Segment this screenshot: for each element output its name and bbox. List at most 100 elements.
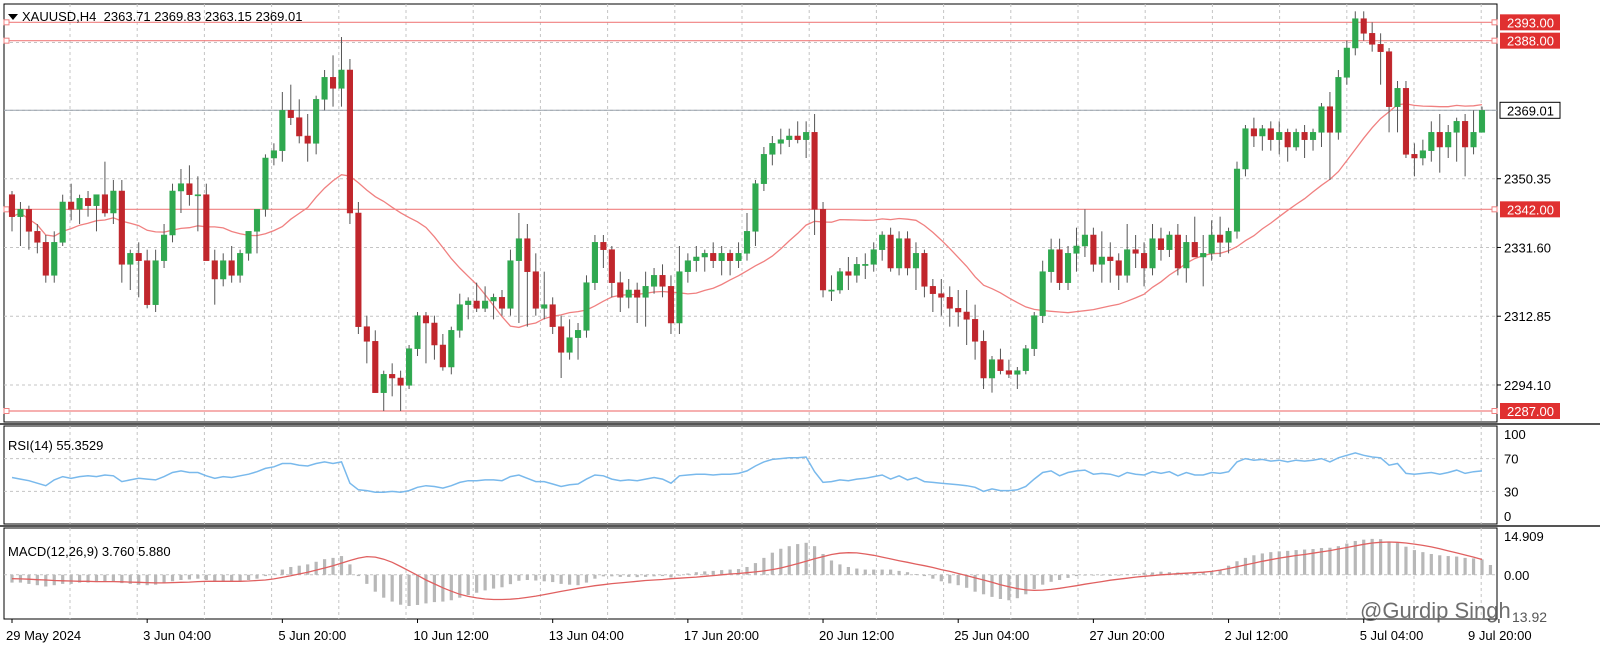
macd-bar <box>1226 565 1231 575</box>
candle-body <box>735 253 742 261</box>
macd-bar <box>745 566 749 575</box>
macd-bar <box>449 574 453 601</box>
time-axis: 29 May 2024 3 Jun 04:00 5 Jun 20:00 10 Jun … <box>6 619 1532 643</box>
macd-bar <box>297 565 301 575</box>
macd-panel-frame <box>3 527 1498 620</box>
macd-bar <box>1049 574 1053 582</box>
macd-bar <box>280 569 284 575</box>
macd-bar <box>61 574 65 584</box>
candle-body <box>955 308 962 313</box>
candle-body <box>879 234 886 250</box>
candle-body <box>972 319 979 342</box>
candle <box>887 227 894 272</box>
candle <box>203 183 210 261</box>
candle-body <box>1326 106 1333 133</box>
candle <box>1031 312 1038 356</box>
candle <box>1174 224 1181 276</box>
candle-body <box>321 77 328 100</box>
candle-body <box>1132 249 1139 254</box>
candle <box>1419 139 1426 166</box>
macd-bar <box>145 574 149 586</box>
candle <box>1208 220 1215 261</box>
candle-body <box>1301 132 1308 140</box>
macd-bar <box>821 553 825 575</box>
candle-body <box>76 198 83 210</box>
candle-body <box>414 315 421 349</box>
candle <box>110 180 117 224</box>
candle <box>1445 125 1452 158</box>
candle-body <box>135 253 142 261</box>
candle-body <box>693 256 700 261</box>
candle-body <box>980 341 987 379</box>
macd-bar <box>1370 538 1374 575</box>
candle <box>777 128 784 155</box>
time-tick-label: 5 Jul 04:00 <box>1360 628 1424 643</box>
macd-bar <box>1041 574 1045 585</box>
macd-bar <box>272 573 276 575</box>
price-levels <box>3 19 1498 414</box>
macd-bar <box>711 570 715 575</box>
candle <box>811 114 818 235</box>
panels <box>0 3 1600 620</box>
candle-body <box>456 304 463 331</box>
macd-bar <box>1015 574 1019 599</box>
candle <box>684 253 691 283</box>
candle <box>1436 114 1443 173</box>
candle-body <box>1411 154 1418 159</box>
macd-bar <box>1057 574 1062 580</box>
candle <box>828 275 835 301</box>
candle <box>25 205 32 250</box>
macd-bar <box>863 569 867 575</box>
candle <box>727 249 734 276</box>
macd-bar <box>306 564 310 575</box>
candle-body <box>642 286 649 298</box>
candle-body <box>84 198 92 206</box>
price-tick-label: 2312.85 <box>1504 309 1551 324</box>
candle <box>1225 227 1232 254</box>
level-badge-label: 2393.00 <box>1507 15 1554 30</box>
macd-bar <box>1421 552 1425 575</box>
macd-bar <box>1269 552 1273 575</box>
candle <box>490 293 497 320</box>
candle <box>1250 117 1257 147</box>
candle-body <box>228 260 235 276</box>
level-anchor <box>1491 37 1498 44</box>
candle <box>389 363 396 397</box>
macd-bar <box>1007 574 1011 601</box>
candle <box>1048 238 1055 283</box>
candle-body <box>203 194 210 261</box>
candle-body <box>912 253 920 269</box>
candle <box>380 370 387 411</box>
candle <box>439 334 446 371</box>
candle <box>101 161 108 217</box>
candle <box>355 202 362 334</box>
macd-bar <box>1429 553 1433 575</box>
macd-bar <box>880 569 884 575</box>
macd-bar <box>1024 574 1028 595</box>
candle <box>760 147 767 191</box>
candle-body <box>1453 121 1460 133</box>
candle <box>17 202 24 246</box>
macd-bar <box>1336 546 1340 575</box>
candle <box>862 253 869 279</box>
candle-body <box>287 110 294 118</box>
level-anchor <box>3 19 10 26</box>
candle <box>1132 235 1139 268</box>
candle <box>59 194 66 246</box>
macd-bar <box>339 556 344 575</box>
candle-body <box>1183 242 1190 269</box>
candle-body <box>836 271 843 291</box>
macd-bar <box>812 546 817 575</box>
time-tick-label: 17 Jun 20:00 <box>684 628 759 643</box>
candle <box>980 330 987 389</box>
candle <box>600 235 607 268</box>
candle <box>676 246 683 334</box>
candle-body <box>1174 234 1181 269</box>
level-anchor <box>3 206 10 213</box>
candle <box>879 231 886 261</box>
macd-bar <box>965 574 969 588</box>
macd-bar <box>348 564 352 575</box>
macd-bar <box>1455 556 1459 575</box>
macd-bar <box>703 571 707 575</box>
